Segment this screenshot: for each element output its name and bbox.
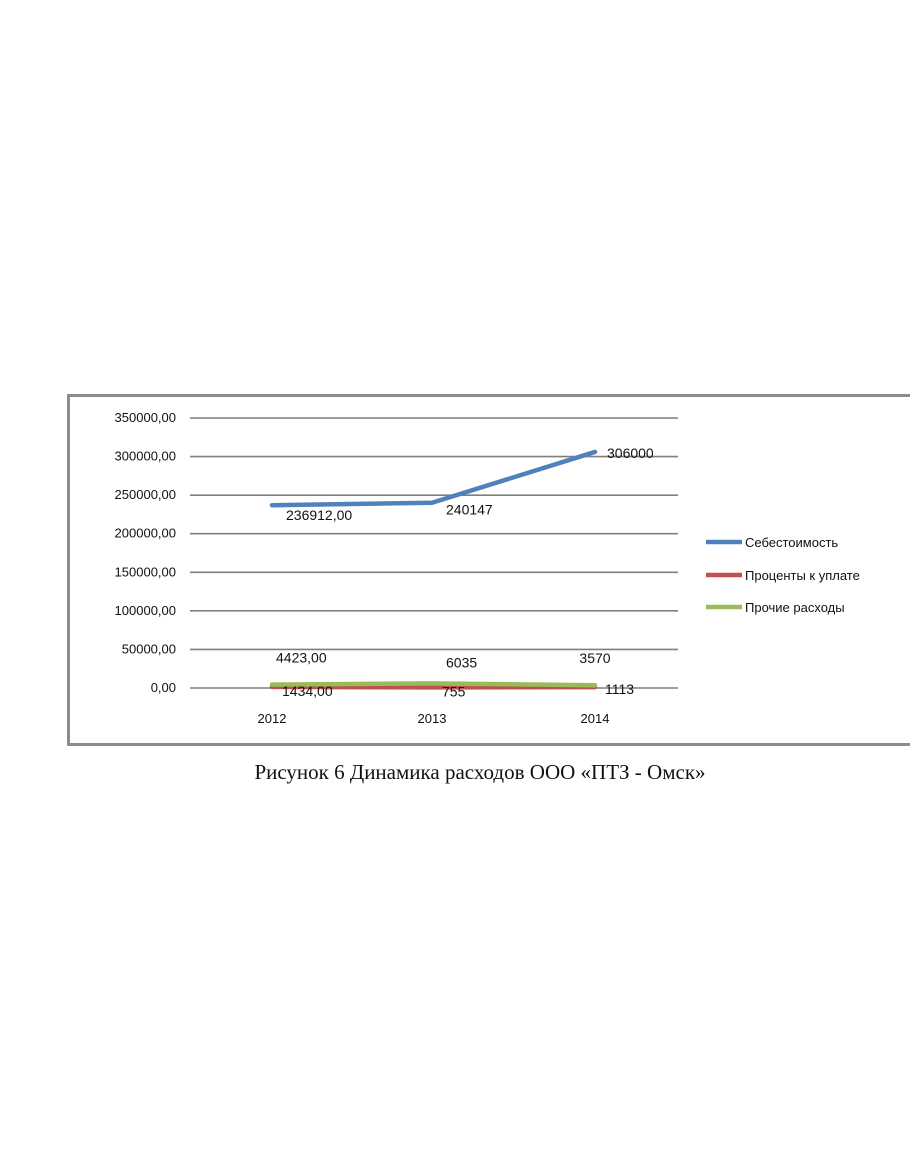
data-label: 1434,00 [282, 683, 333, 699]
x-axis-ticks: 2012 2013 2014 [258, 711, 610, 726]
y-tick-label: 100000,00 [115, 603, 176, 618]
series-line-3 [269, 681, 598, 688]
y-tick-label: 150000,00 [115, 564, 176, 579]
legend-label: Прочие расходы [745, 600, 845, 615]
line-chart: 0,00 50000,00 100000,00 150000,00 200000,00 2… [115, 410, 860, 726]
data-label: 4423,00 [276, 650, 327, 666]
y-tick-label: 50000,00 [122, 641, 176, 656]
y-tick-label: 200000,00 [115, 526, 176, 541]
legend-label: Проценты к уплате [745, 568, 860, 583]
x-tick-label: 2013 [418, 711, 447, 726]
y-tick-label: 0,00 [151, 680, 176, 695]
legend-label: Себестоимость [745, 535, 838, 550]
series-line-2 [269, 684, 598, 690]
data-label: 755 [442, 683, 466, 699]
y-tick-label: 350000,00 [115, 410, 176, 425]
y-tick-label: 300000,00 [115, 449, 176, 464]
data-label: 240147 [446, 502, 493, 518]
gridlines [190, 417, 678, 689]
data-label: 3570 [579, 650, 610, 666]
data-labels: 236912,00 240147 306000 1434,00 755 1113 4423,… [276, 445, 654, 699]
series-line-1 [269, 449, 598, 508]
legend: Себестоимость Проценты к уплате Прочие рас… [706, 535, 860, 615]
data-label: 236912,00 [286, 507, 352, 523]
data-label: 1113 [605, 681, 634, 697]
data-label: 306000 [607, 445, 654, 461]
chart-area: 0,00 50000,00 100000,00 150000,00 200000,00 2… [67, 394, 910, 746]
data-label: 6035 [446, 654, 477, 670]
series-lines [269, 449, 598, 690]
x-tick-label: 2012 [258, 711, 287, 726]
y-tick-label: 250000,00 [115, 487, 176, 502]
y-axis-ticks: 0,00 50000,00 100000,00 150000,00 200000,00 2… [115, 410, 176, 695]
x-tick-label: 2014 [581, 711, 610, 726]
figure-caption: Рисунок 6 Динамика расходов ООО «ПТЗ - О… [254, 760, 706, 784]
